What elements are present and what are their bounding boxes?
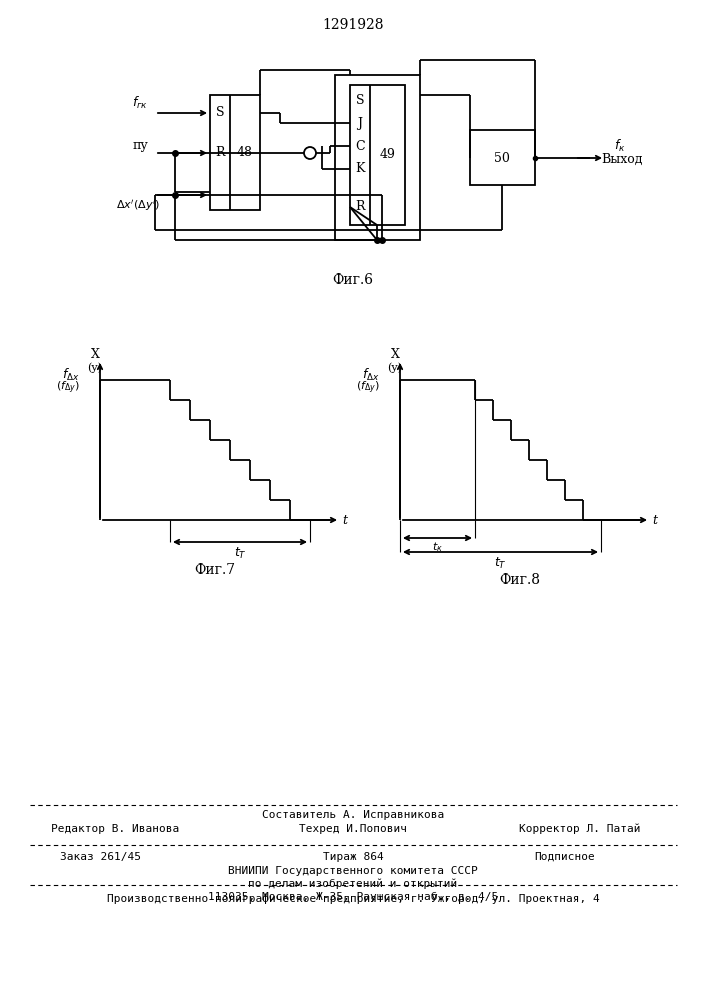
Text: Корректор Л. Патай: Корректор Л. Патай — [519, 824, 641, 834]
Text: $f_{\Delta x}$: $f_{\Delta x}$ — [62, 367, 80, 383]
Text: J: J — [358, 116, 363, 129]
Text: C: C — [355, 139, 365, 152]
Text: Фиг.7: Фиг.7 — [194, 563, 235, 577]
Text: $(f_{\Delta y})$: $(f_{\Delta y})$ — [56, 380, 80, 396]
Text: по делам изобретений и открытий: по делам изобретений и открытий — [248, 879, 457, 889]
Text: $f_{\Delta x}$: $f_{\Delta x}$ — [363, 367, 380, 383]
Text: пу: пу — [132, 138, 148, 151]
Text: $f_к$: $f_к$ — [614, 138, 626, 154]
Text: X: X — [390, 349, 399, 361]
Text: $\Delta x'(\Delta y')$: $\Delta x'(\Delta y')$ — [116, 198, 160, 213]
Text: 48: 48 — [237, 146, 253, 159]
Text: Составитель А. Исправникова: Составитель А. Исправникова — [262, 810, 444, 820]
Text: Фиг.8: Фиг.8 — [500, 573, 540, 587]
Text: (y): (y) — [387, 363, 402, 373]
Text: Выход: Выход — [601, 152, 643, 165]
Text: $t_T$: $t_T$ — [494, 555, 507, 571]
Text: $(f_{\Delta y})$: $(f_{\Delta y})$ — [356, 380, 380, 396]
Text: 50: 50 — [494, 151, 510, 164]
Text: ВНИИПИ Государственного комитета СССР: ВНИИПИ Государственного комитета СССР — [228, 866, 478, 876]
Text: X: X — [90, 349, 100, 361]
Bar — [210, 95, 260, 210]
Text: Производственно-полиграфическое предприятие, г. Ужгород, ул. Проектная, 4: Производственно-полиграфическое предприя… — [107, 894, 600, 904]
Text: K: K — [355, 162, 365, 176]
Text: t: t — [653, 514, 658, 526]
Bar — [335, 75, 420, 240]
Bar — [350, 85, 405, 225]
Text: 49: 49 — [380, 148, 396, 161]
Text: R: R — [355, 200, 365, 214]
Text: Техред И.Попович: Техред И.Попович — [299, 824, 407, 834]
Text: Заказ 261/45: Заказ 261/45 — [59, 852, 141, 862]
Bar — [470, 130, 535, 185]
Text: $t_к$: $t_к$ — [432, 540, 443, 554]
Text: Подписное: Подписное — [534, 852, 595, 862]
Text: $f_{гк}$: $f_{гк}$ — [132, 95, 148, 111]
Text: 113035, Москва, Ж-35, Раушская наб., д. 4/5: 113035, Москва, Ж-35, Раушская наб., д. … — [208, 892, 498, 902]
Text: Редактор В. Иванова: Редактор В. Иванова — [51, 824, 179, 834]
Text: 1291928: 1291928 — [322, 18, 384, 32]
Text: S: S — [216, 106, 224, 119]
Text: $t_T$: $t_T$ — [233, 545, 247, 561]
Text: (y): (y) — [88, 363, 103, 373]
Text: R: R — [215, 146, 225, 159]
Text: Фиг.6: Фиг.6 — [332, 273, 373, 287]
Text: t: t — [342, 514, 348, 526]
Circle shape — [304, 147, 316, 159]
Text: Тираж 864: Тираж 864 — [322, 852, 383, 862]
Text: S: S — [356, 94, 364, 106]
